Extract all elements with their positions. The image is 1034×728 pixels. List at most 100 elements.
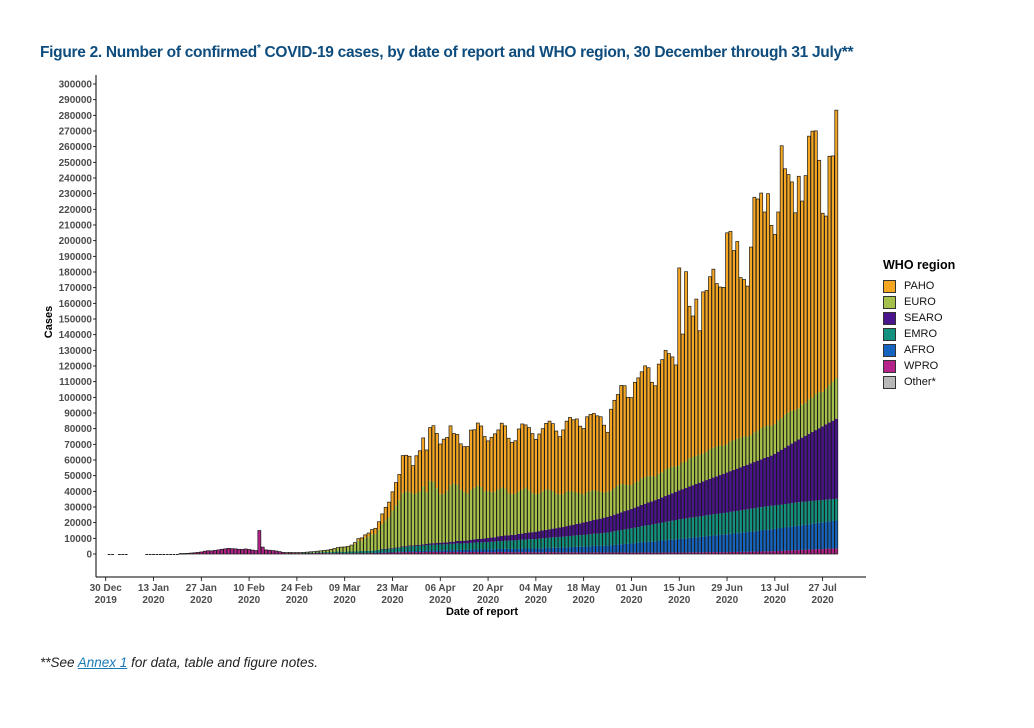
bar-outline [448,425,453,555]
bar-segment-paho [732,250,736,441]
bar-segment-wpro [315,552,319,554]
bar-segment-paho [718,287,722,446]
bar-segment-wpro [312,553,316,554]
bar-segment-wpro [667,552,671,554]
bar-outline [291,552,296,555]
bar-segment-afro [653,541,657,553]
bar-segment-afro [387,551,391,553]
bar-segment-wpro [261,547,265,554]
bar-outline [827,155,832,555]
bar-segment-emro [715,513,719,536]
bar-segment-emro [681,518,685,539]
bar-stack [223,548,228,555]
bar-outline [472,429,477,555]
bar-segment-paho [739,277,743,438]
bar-segment-paho [380,513,384,525]
bar-outline [462,446,467,555]
bar-segment-afro [766,529,770,552]
bar-segment-emro [459,543,463,550]
bar-outline [226,548,231,555]
bar-segment-euro [578,493,582,524]
bar-segment-paho [517,428,521,492]
bar-stack [749,246,753,555]
bar-stack [626,396,630,555]
x-tick-label: 01 Jun [616,583,648,594]
bar-segment-emro [657,523,661,541]
bar-segment-euro [384,520,388,549]
x-tick-label-year: 2020 [764,595,787,606]
bar-segment-paho [510,442,514,495]
figure-title-main: Figure 2. Number of confirmed [40,44,257,62]
bar-stack [537,433,542,555]
bar-stack [206,550,210,555]
bar-segment-emro [534,538,538,549]
bar-outline [523,424,528,555]
bar-segment-euro [414,493,418,546]
bar-segment-emro [667,521,671,540]
bar-segment-paho [558,436,562,495]
bar-segment-paho [534,439,538,495]
bar-stack [353,542,357,555]
bar-segment-emro [486,542,490,550]
bar-segment-paho [469,430,473,490]
bar-segment-paho [503,425,507,489]
bar-segment-searo [438,542,442,545]
y-tick-label: 180000 [59,268,93,279]
bar-segment-afro [510,548,514,553]
bar-segment-euro [742,436,746,466]
bar-segment-paho [773,234,777,424]
bar-segment-euro [548,490,552,530]
bar-segment-emro [428,544,432,551]
bar-segment-euro [739,437,743,468]
bar-segment-emro [626,528,630,544]
bar-segment-wpro [756,551,760,554]
bar-segment-euro [489,492,493,538]
bar-segment-emro [380,549,384,553]
bar-segment-euro [339,547,343,552]
bar-segment-afro [578,546,582,553]
bar-segment-paho [530,433,534,494]
bar-stack [660,359,665,555]
bar-stack [329,548,333,555]
bar-segment-paho [650,382,654,477]
bar-segment-afro [404,551,408,553]
bar-outline [288,552,292,555]
bar-segment-emro [722,512,726,535]
bar-segment-afro [821,522,825,549]
y-tick-label: 90000 [64,409,92,420]
bar-segment-afro [691,537,695,553]
bar-segment-wpro [684,552,688,554]
bar-segment-emro [394,548,398,552]
bar-segment-paho [786,174,791,413]
bar-stack [404,454,408,555]
bar-stack [578,425,583,555]
bar-outline [295,552,299,555]
bar-segment-wpro [271,550,275,554]
bar-segment-euro [588,491,592,521]
bar-segment-afro [592,546,596,553]
bar-segment-wpro [442,551,446,554]
bar-segment-searo [452,541,456,544]
bar-outline [359,537,364,555]
x-tick-label-year: 2020 [334,595,357,606]
bar-segment-wpro [394,552,398,554]
annex-link[interactable]: Annex 1 [77,655,128,670]
bar-segment-wpro [681,552,685,554]
bar-segment-paho [831,155,835,382]
bar-outline [216,549,221,555]
bar-stack [226,548,231,555]
bar-outline [250,549,255,555]
bar-outline [305,551,309,555]
bar-segment-wpro [602,552,606,554]
bar-segment-paho [674,364,678,467]
y-tick-label: 230000 [59,189,93,200]
bar-segment-wpro [192,552,196,554]
figure-title-rest: COVID-19 cases, by date of report and WH… [260,44,854,62]
bar-segment-afro [401,551,405,553]
bar-segment-wpro [274,551,278,554]
bar-segment-afro [438,550,442,552]
bar-stack [322,550,327,555]
bar-segment-afro [664,540,668,553]
bar-segment-paho [390,491,394,511]
bar-segment-afro [554,547,558,553]
